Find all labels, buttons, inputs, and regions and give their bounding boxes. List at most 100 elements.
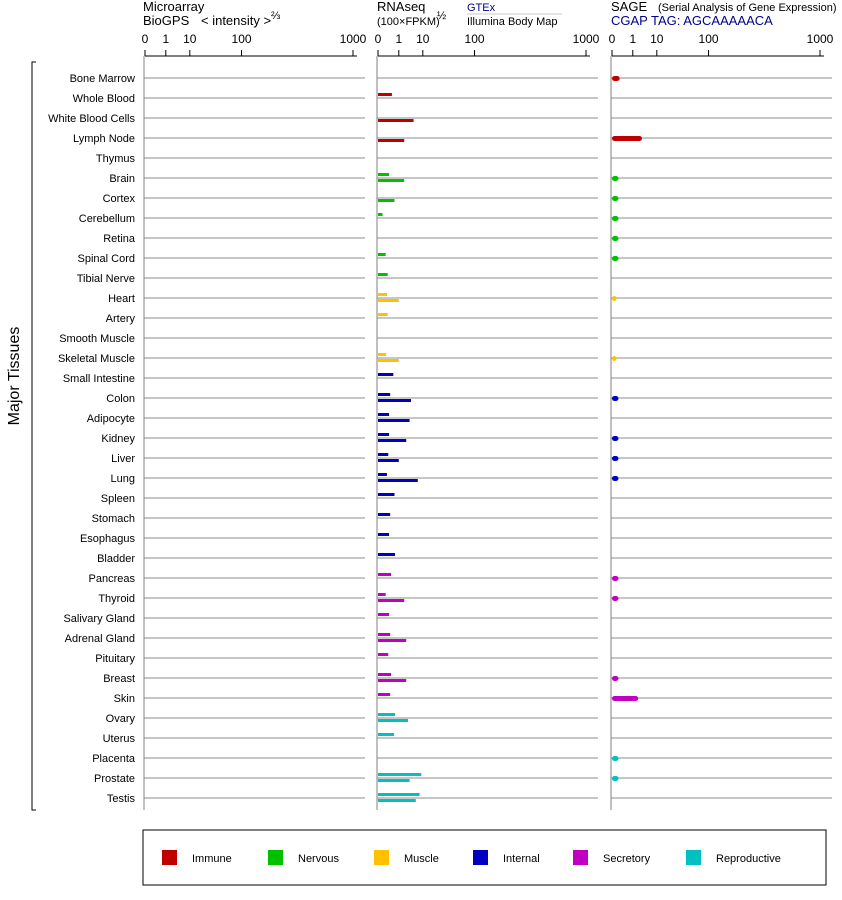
microarray-scale-label: < intensity > — [201, 13, 271, 28]
tissue-label: Thyroid — [98, 593, 135, 605]
bar-illumina-body-map — [378, 199, 395, 202]
bar-sage — [612, 356, 617, 361]
tissue-label: Colon — [106, 393, 135, 405]
bar-sage — [612, 676, 619, 681]
tissue-label: Heart — [108, 293, 135, 305]
tissue-label: Pituitary — [95, 653, 135, 665]
legend-label-muscle: Muscle — [404, 853, 439, 865]
legend-swatch-secretory — [573, 850, 588, 865]
tissue-label: Smooth Muscle — [59, 333, 135, 345]
rnaseq-units: (100×FPKM) — [377, 16, 440, 28]
bar-illumina-body-map — [378, 459, 399, 462]
x-tick-label-microarray: 10 — [183, 32, 197, 46]
sage-header: SAGE (Serial Analysis of Gene Expression… — [611, 0, 837, 28]
tissue-label: Skeletal Muscle — [58, 353, 135, 365]
x-tick-label-rnaseq: 0 — [375, 32, 382, 46]
bar-illumina-body-map — [378, 439, 407, 442]
bar-gtex — [378, 213, 383, 216]
bar-gtex — [378, 793, 420, 796]
bar-gtex — [378, 553, 396, 556]
x-tick-label-rnaseq: 1 — [395, 32, 402, 46]
bar-sage — [612, 436, 619, 441]
x-tick-label-sage: 10 — [650, 32, 664, 46]
tissue-label: Ovary — [106, 713, 136, 725]
legend-swatch-nervous — [268, 850, 283, 865]
bar-gtex — [378, 593, 386, 596]
bar-sage — [612, 236, 619, 241]
tissue-label: Uterus — [103, 733, 136, 745]
tissue-label: Small Intestine — [63, 373, 135, 385]
tissue-label: Retina — [103, 233, 136, 245]
x-tick-label-microarray: 100 — [232, 32, 252, 46]
bar-sage — [612, 296, 617, 301]
bar-gtex — [378, 633, 391, 636]
y-axis-bracket — [31, 61, 36, 811]
bar-illumina-body-map — [378, 779, 410, 782]
bar-sage — [612, 456, 619, 461]
x-tick-label-sage: 0 — [609, 32, 616, 46]
sage-title: SAGE — [611, 0, 647, 14]
bar-illumina-body-map — [378, 419, 410, 422]
bar-illumina-body-map — [378, 359, 399, 362]
bar-gtex — [378, 653, 389, 656]
bar-sage — [612, 136, 642, 141]
bar-gtex — [378, 573, 392, 576]
tissue-label: Skin — [114, 693, 135, 705]
bar-illumina-body-map — [378, 139, 405, 142]
rnaseq-header: RNAseq (100×FPKM) ½ GTEx Illumina Body M… — [377, 0, 562, 28]
tissue-label: Liver — [111, 453, 135, 465]
bar-illumina-body-map — [378, 599, 405, 602]
tissue-label: Bone Marrow — [70, 73, 135, 85]
bar-gtex — [378, 453, 389, 456]
tissue-label: Artery — [106, 313, 136, 325]
bar-illumina-body-map — [378, 639, 407, 642]
bar-illumina-body-map — [378, 399, 412, 402]
rnaseq-source-ibm: Illumina Body Map — [467, 16, 558, 28]
bar-gtex — [378, 433, 390, 436]
microarray-scale-exponent: ⅔ — [271, 10, 280, 22]
tissue-label: White Blood Cells — [48, 113, 135, 125]
rnaseq-title: RNAseq — [377, 0, 425, 14]
microarray-header: Microarray BioGPS < intensity > ⅔ — [143, 0, 280, 28]
legend-swatch-internal — [473, 850, 488, 865]
bar-illumina-body-map — [378, 299, 399, 302]
tissue-label: Spleen — [101, 493, 135, 505]
tissue-label: Kidney — [101, 433, 135, 445]
tissue-label: Salivary Gland — [63, 613, 135, 625]
bar-illumina-body-map — [378, 799, 416, 802]
tissue-label: Whole Blood — [73, 93, 135, 105]
bar-gtex — [378, 513, 391, 516]
bar-sage — [612, 756, 619, 761]
x-tick-label-rnaseq: 1000 — [573, 32, 600, 46]
x-tick-label-microarray: 0 — [142, 32, 149, 46]
bar-gtex — [378, 353, 387, 356]
x-tick-label-microarray: 1 — [162, 32, 169, 46]
bar-illumina-body-map — [378, 719, 408, 722]
tissue-label: Prostate — [94, 773, 135, 785]
bar-sage — [612, 776, 619, 781]
y-axis-label: Major Tissues — [6, 327, 23, 426]
tissue-label: Tibial Nerve — [77, 273, 135, 285]
bar-illumina-body-map — [378, 119, 414, 122]
bar-gtex — [378, 713, 396, 716]
legend-label-secretory: Secretory — [603, 853, 651, 865]
bar-sage — [612, 576, 619, 581]
tissue-label: Adrenal Gland — [65, 633, 135, 645]
tissue-label: Breast — [103, 673, 135, 685]
bar-gtex — [378, 413, 390, 416]
tissue-label: Lymph Node — [73, 133, 135, 145]
bar-gtex — [378, 373, 394, 376]
tissue-label: Testis — [107, 793, 136, 805]
tissue-label: Bladder — [97, 553, 135, 565]
bar-sage — [612, 696, 639, 701]
bar-gtex — [378, 173, 390, 176]
legend: Immune Nervous Muscle Internal Secretory Repr… — [162, 850, 781, 865]
legend-label-internal: Internal — [503, 853, 540, 865]
bar-gtex — [378, 733, 394, 736]
bar-gtex — [378, 693, 391, 696]
bar-gtex — [378, 393, 391, 396]
bar-illumina-body-map — [378, 479, 418, 482]
tissue-label: Placenta — [92, 753, 136, 765]
bar-gtex — [378, 773, 422, 776]
microarray-source: BioGPS — [143, 13, 190, 28]
